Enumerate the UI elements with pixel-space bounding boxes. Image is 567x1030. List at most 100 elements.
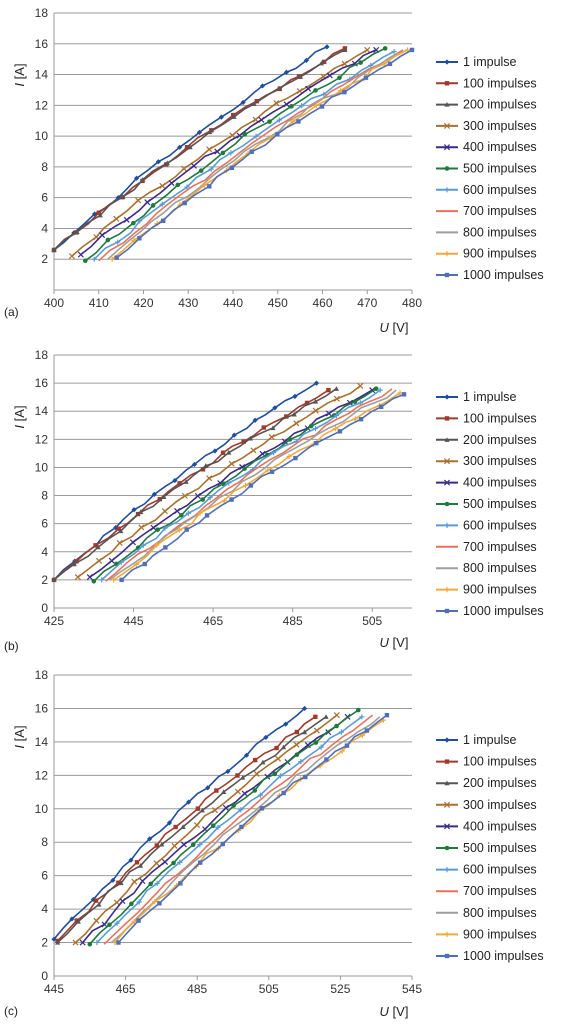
data-point [373, 386, 379, 392]
legend-entry: 700 impulses [436, 540, 537, 554]
data-point [313, 727, 320, 734]
y-tick-label: 2 [41, 936, 48, 950]
data-point [182, 200, 187, 206]
x-tick-label: 505 [259, 982, 279, 996]
series-line [111, 49, 408, 260]
y-tick-label: 12 [35, 98, 49, 112]
data-point [324, 44, 330, 50]
data-point [342, 89, 347, 95]
series-line [96, 716, 363, 944]
series-700-impulses [103, 714, 374, 945]
data-point [272, 771, 278, 777]
data-point [339, 748, 345, 754]
data-point [113, 899, 120, 906]
data-point [116, 539, 123, 546]
series-800-impulses [109, 389, 397, 581]
series-line [98, 49, 404, 262]
data-point [259, 806, 265, 811]
data-point [177, 481, 182, 486]
data-point [180, 841, 187, 848]
legend-entry: 600 impulses [436, 183, 537, 197]
y-tick-label: 18 [35, 348, 49, 362]
data-point [368, 62, 374, 68]
data-point [249, 149, 254, 154]
data-point [181, 492, 189, 499]
data-point [200, 497, 206, 502]
data-point [160, 218, 166, 224]
legend-entry: 1000 impulses [436, 949, 544, 963]
legend-label: 500 impulses [463, 162, 537, 176]
series-line [93, 50, 395, 260]
series-line [107, 50, 404, 260]
data-point [154, 843, 160, 848]
y-axis-label: I [A] [12, 63, 27, 86]
series-900-impulses [111, 390, 403, 583]
data-point [86, 574, 93, 581]
data-point [208, 166, 214, 172]
data-point [177, 144, 183, 150]
data-point [150, 524, 157, 531]
data-point [172, 477, 178, 484]
data-point [253, 770, 260, 777]
data-point [220, 450, 226, 455]
series-line [105, 388, 393, 582]
legend-label: 900 impulses [463, 247, 537, 261]
chart-c-svg: 0 2 4 6 8 10 12 14 16 18 445 465 485 505 525 545 I [A] U … [4, 668, 544, 1019]
legend-entry: 400 impulses [436, 476, 537, 490]
legend-entry: 100 impulses [436, 411, 537, 425]
legend-label: 1000 impulses [463, 604, 544, 618]
legend-entry: 1 impulse [436, 390, 517, 404]
legend-entry: 900 impulses [436, 927, 537, 941]
y-tick-label: 6 [41, 517, 48, 531]
y-tick-label: 18 [35, 6, 49, 20]
data-point [203, 463, 209, 468]
legend-label: 900 impulses [463, 583, 537, 597]
series-line [77, 385, 361, 578]
data-point [313, 714, 318, 720]
data-point [314, 440, 319, 446]
legend-marker [444, 587, 450, 593]
data-point [79, 939, 86, 946]
data-point [51, 936, 57, 942]
data-point [382, 46, 388, 51]
series-600-impulses [94, 714, 365, 946]
data-point [206, 146, 213, 153]
y-tick-label: 10 [35, 460, 49, 474]
legend-entry: 700 impulses [436, 884, 537, 898]
y-tick-label: 14 [35, 404, 49, 418]
data-point [206, 475, 213, 482]
y-tick-label: 12 [35, 768, 49, 782]
y-tick-label: 4 [41, 902, 48, 916]
legend-marker [444, 845, 450, 851]
series-1000-impulses [119, 392, 407, 583]
legend-label: 600 impulses [463, 183, 537, 197]
data-point [133, 561, 139, 568]
data-point [93, 917, 100, 924]
series-line [53, 47, 346, 251]
data-point [157, 496, 162, 502]
data-point [294, 752, 300, 757]
data-point [114, 920, 120, 926]
data-point [119, 577, 124, 583]
data-point [384, 712, 390, 718]
data-point [123, 216, 130, 223]
data-point [197, 860, 203, 865]
data-point [93, 898, 99, 903]
data-point [261, 425, 266, 430]
series-line [89, 389, 373, 578]
legend-entry: 900 impulses [436, 247, 537, 261]
x-tick-label: 460 [312, 296, 332, 310]
series-700-impulses [105, 388, 393, 582]
data-point [155, 159, 161, 165]
legend-marker [444, 187, 450, 193]
legend-marker [444, 501, 450, 507]
data-point [113, 215, 120, 222]
data-point [274, 745, 279, 751]
data-point [318, 60, 324, 66]
data-point [140, 542, 146, 548]
data-point [234, 788, 241, 795]
data-point [283, 101, 290, 108]
data-point [263, 734, 269, 741]
series-200-impulses [51, 386, 340, 582]
data-point [308, 423, 314, 429]
